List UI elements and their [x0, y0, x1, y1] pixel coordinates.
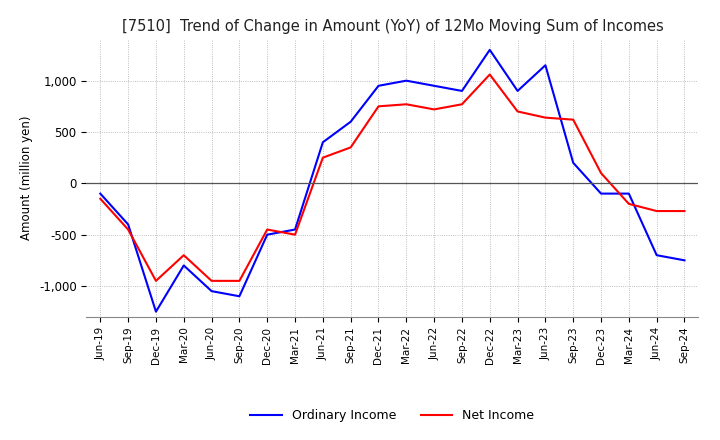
Ordinary Income — [597, 191, 606, 196]
Net Income — [96, 196, 104, 202]
Net Income — [124, 227, 132, 232]
Ordinary Income — [291, 227, 300, 232]
Ordinary Income — [152, 309, 161, 314]
Net Income — [152, 278, 161, 283]
Net Income — [374, 104, 383, 109]
Net Income — [624, 201, 633, 206]
Net Income — [291, 232, 300, 237]
Title: [7510]  Trend of Change in Amount (YoY) of 12Mo Moving Sum of Incomes: [7510] Trend of Change in Amount (YoY) o… — [122, 19, 663, 34]
Ordinary Income — [179, 263, 188, 268]
Ordinary Income — [541, 62, 550, 68]
Net Income — [652, 209, 661, 214]
Net Income — [541, 115, 550, 120]
Ordinary Income — [458, 88, 467, 94]
Net Income — [179, 253, 188, 258]
Ordinary Income — [652, 253, 661, 258]
Ordinary Income — [374, 83, 383, 88]
Ordinary Income — [485, 47, 494, 52]
Ordinary Income — [402, 78, 410, 83]
Ordinary Income — [207, 289, 216, 294]
Net Income — [318, 155, 327, 160]
Ordinary Income — [235, 293, 243, 299]
Net Income — [430, 107, 438, 112]
Ordinary Income — [346, 119, 355, 125]
Ordinary Income — [124, 222, 132, 227]
Line: Net Income: Net Income — [100, 74, 685, 281]
Ordinary Income — [569, 160, 577, 165]
Ordinary Income — [513, 88, 522, 94]
Net Income — [235, 278, 243, 283]
Net Income — [680, 209, 689, 214]
Legend: Ordinary Income, Net Income: Ordinary Income, Net Income — [246, 404, 539, 427]
Ordinary Income — [680, 258, 689, 263]
Ordinary Income — [318, 139, 327, 145]
Net Income — [402, 102, 410, 107]
Net Income — [207, 278, 216, 283]
Net Income — [263, 227, 271, 232]
Ordinary Income — [430, 83, 438, 88]
Ordinary Income — [624, 191, 633, 196]
Net Income — [597, 170, 606, 176]
Net Income — [569, 117, 577, 122]
Ordinary Income — [96, 191, 104, 196]
Y-axis label: Amount (million yen): Amount (million yen) — [20, 116, 33, 240]
Net Income — [346, 145, 355, 150]
Ordinary Income — [263, 232, 271, 237]
Line: Ordinary Income: Ordinary Income — [100, 50, 685, 312]
Net Income — [485, 72, 494, 77]
Net Income — [513, 109, 522, 114]
Net Income — [458, 102, 467, 107]
